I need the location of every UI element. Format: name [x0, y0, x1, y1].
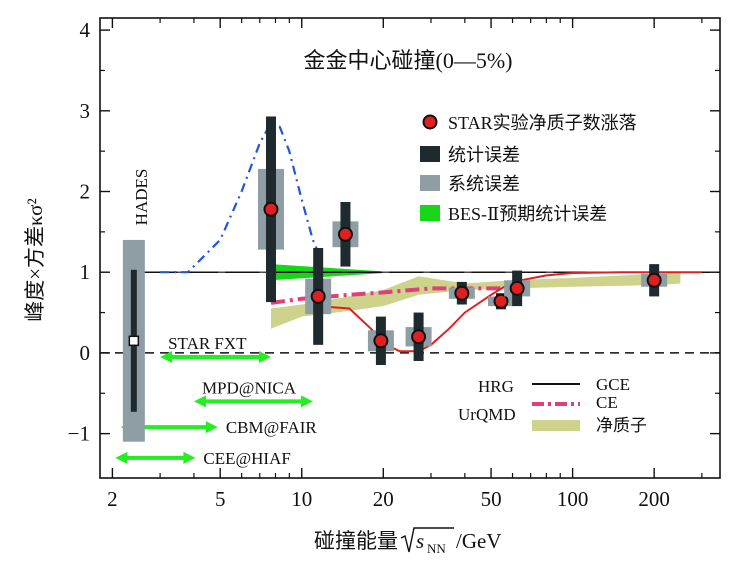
y-tick-label-2: 1 — [80, 260, 91, 284]
model-legend: HRG UrQMD GCE CE 净质子 — [458, 375, 647, 435]
x-tick-label-3: 20 — [373, 487, 394, 511]
star-point-5 — [454, 285, 470, 301]
facility-arrowhead-right-3 — [183, 451, 196, 464]
plot-frame — [99, 17, 721, 479]
x-tick-label-4: 50 — [481, 487, 502, 511]
x-axis-label-suffix: /GeV — [456, 529, 502, 553]
facility-arrowhead-left-0 — [160, 350, 173, 363]
star-point-6 — [493, 293, 509, 309]
star-point-3 — [373, 333, 389, 349]
legend-bes2-label: BES-Ⅱ预期统计误差 — [448, 204, 607, 224]
y-tick-label-4: 3 — [80, 99, 91, 123]
facility-arrowhead-left-1 — [193, 395, 206, 408]
y-tick-label-3: 2 — [80, 180, 91, 204]
y-axis-label: 峰度×方差κσ² — [23, 198, 47, 322]
legend-sys-swatch — [420, 175, 440, 191]
y-tick-label-1: 0 — [80, 341, 91, 365]
facility-arrowhead-right-2 — [205, 421, 218, 434]
star-point-0 — [263, 201, 279, 217]
x-tick-label-1: 5 — [215, 487, 226, 511]
legend-bes2-swatch — [420, 205, 440, 221]
y-tick-label-0: −1 — [68, 422, 90, 446]
x-axis-label-var: s — [416, 529, 424, 553]
hades-marker — [128, 335, 140, 347]
legend-stat-label: 统计误差 — [448, 145, 520, 165]
star-point-7 — [509, 280, 525, 296]
net-proton-swatch — [532, 420, 580, 431]
model-legend-urqmd: UrQMD — [458, 405, 516, 424]
x-tick-label-2: 10 — [291, 487, 312, 511]
model-legend-hrg: HRG — [478, 377, 514, 396]
facility-arrowhead-right-1 — [300, 395, 313, 408]
star-point-2 — [337, 226, 353, 242]
facility-arrowhead-left-3 — [115, 451, 128, 464]
facility-label-0: STAR FXT — [168, 334, 247, 353]
x-tick-label-5: 100 — [557, 487, 589, 511]
legend-star-marker — [422, 114, 438, 130]
legend-stat-swatch — [420, 146, 440, 162]
legend: STAR实验净质子数涨落 统计误差 系统误差 BES-Ⅱ预期统计误差 — [420, 113, 637, 224]
x-axis-label-sub: NN — [427, 541, 446, 556]
chart-title: 金金中心碰撞(0—5%) — [304, 48, 513, 73]
axes-layer: −1 0 1 2 3 4 2 5 10 20 50 100 200 — [68, 17, 721, 511]
model-legend-gce: GCE — [596, 375, 630, 394]
sqrt-sign — [400, 527, 454, 553]
facility-label-1: MPD@NICA — [202, 378, 297, 397]
x-axis-label: 碰撞能量 s NN /GeV — [314, 527, 502, 556]
star-point-1 — [310, 288, 326, 304]
urqmd-net-proton-band — [271, 272, 681, 329]
hrg-ce-curve — [270, 286, 522, 305]
model-legend-net-proton: 净质子 — [596, 416, 647, 435]
facility-arrows-layer: STAR FXT MPD@NICA CBM@FAIR CEE@HIAF — [115, 334, 317, 468]
legend-star-label: STAR实验净质子数涨落 — [448, 113, 637, 133]
model-legend-ce: CE — [596, 393, 618, 412]
star-point-8 — [646, 272, 662, 288]
peak-prediction-curve — [160, 121, 325, 274]
legend-sys-label: 系统误差 — [448, 174, 520, 194]
facility-arrowhead-right-0 — [258, 350, 271, 363]
x-axis-label-prefix: 碰撞能量 — [314, 529, 398, 553]
reference-lines-layer — [100, 121, 720, 354]
data-points-layer — [122, 116, 668, 442]
hades-label: HADES — [132, 169, 151, 226]
facility-label-3: CEE@HIAF — [203, 449, 290, 468]
x-tick-label-6: 200 — [638, 487, 670, 511]
y-tick-label-5: 4 — [80, 18, 91, 42]
x-tick-label-0: 2 — [107, 487, 118, 511]
star-point-4 — [411, 329, 427, 345]
facility-label-2: CBM@FAIR — [226, 418, 318, 437]
